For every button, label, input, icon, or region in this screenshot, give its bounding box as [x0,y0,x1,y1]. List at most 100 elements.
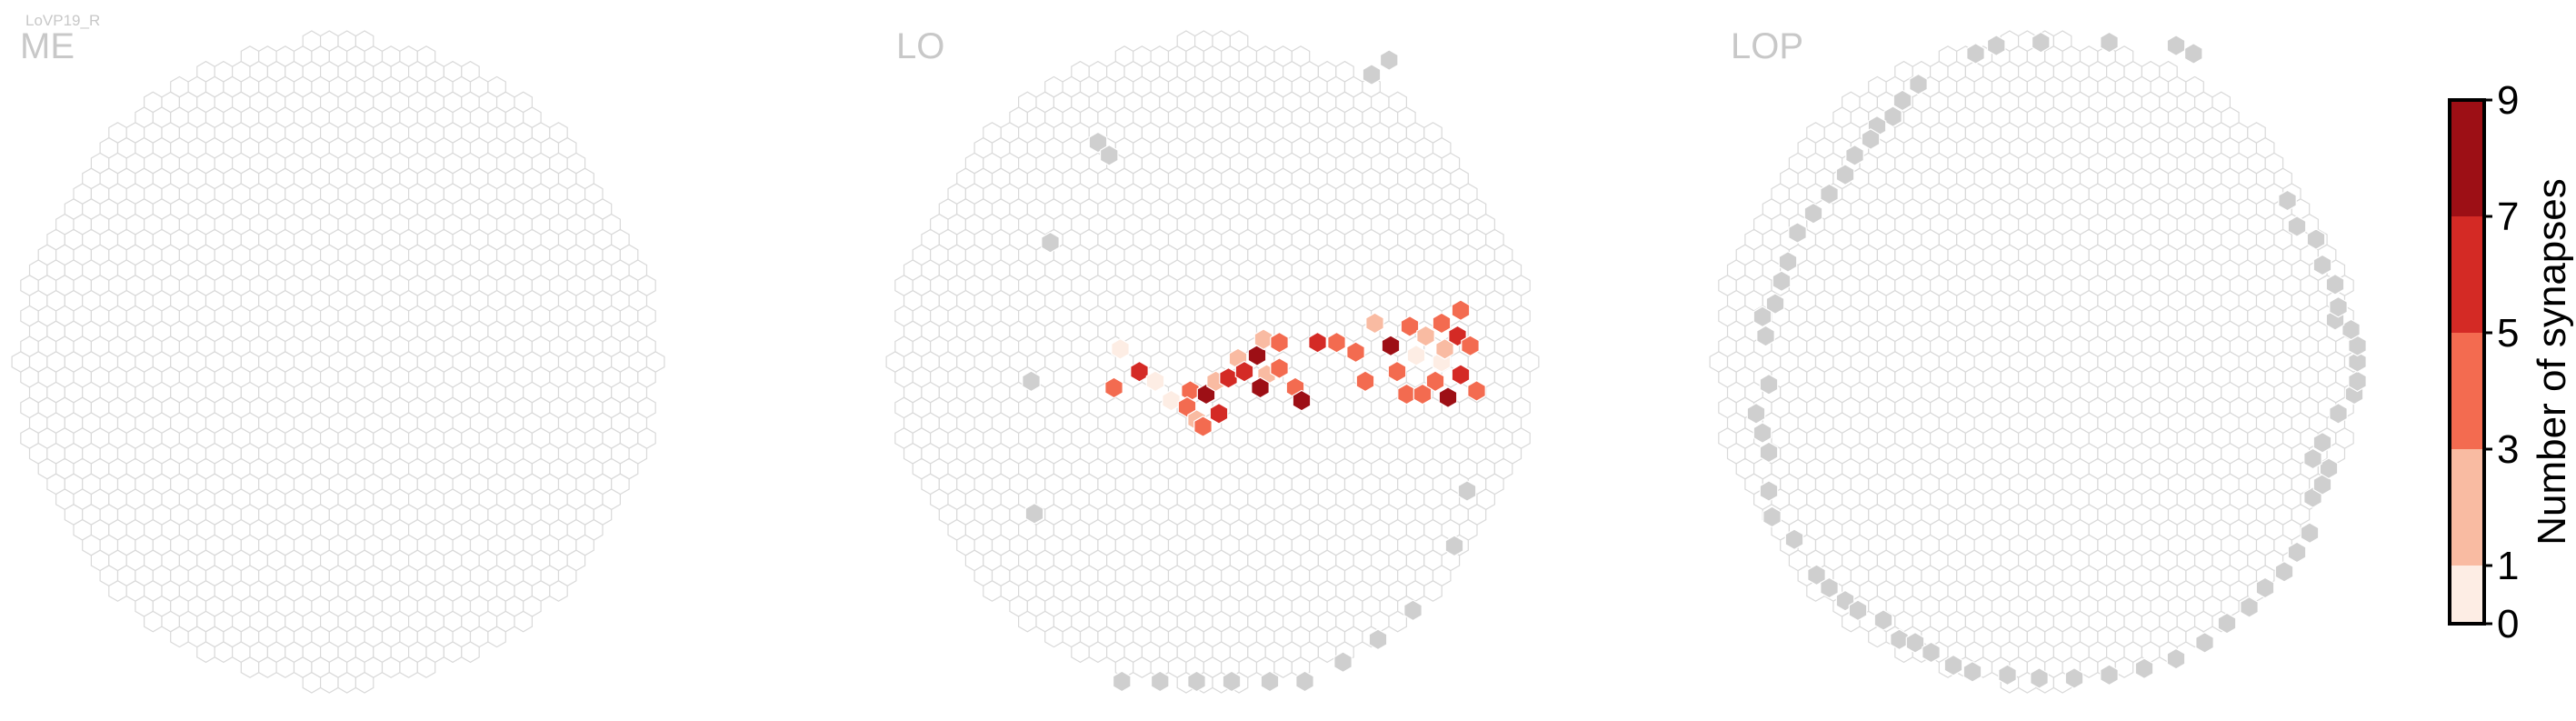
hex-grid [11,30,665,694]
hex-outline-cell [1362,64,1382,85]
hex-outline-cell [1759,373,1779,396]
colorbar-bin [2450,100,2484,216]
hex-synapse-cell [1251,376,1270,399]
hex-outline-cell [2312,254,2332,276]
hex-synapse-cell [1193,416,1213,437]
hex-cell [1133,656,1152,678]
hex-outline-cell [2100,664,2119,686]
hex-outline-cell [1892,89,1912,112]
hex-cell [1071,641,1090,664]
hex-cell [983,580,1002,602]
colorbar-tick-label: 3 [2497,427,2519,472]
hex-synapse-cell [1413,383,1433,406]
hex-outline-cell [1295,670,1314,693]
hex-outline-cell [2217,612,2237,635]
hex-cell [144,610,163,633]
hex-synapse-cell [1270,357,1289,379]
hex-cell [354,671,374,694]
hex-cell [214,641,234,664]
hex-outline-cell [2303,447,2322,470]
hex-cell [302,671,322,694]
hex-cell [1423,580,1443,602]
hex-outline-cell [1922,641,1941,664]
hex-cell [461,641,480,664]
hex-outline-cell [1998,664,2017,686]
hex-cell [514,610,533,633]
hex-outline-cell [1759,441,1779,464]
hex-synapse-cell [1400,315,1420,337]
hex-synapse-cell [1451,364,1471,386]
hex-cell [1018,610,1037,633]
panel-label-me: ME [20,26,75,66]
hex-outline-cell [1845,144,1864,166]
hex-outline-cell [1861,128,1881,150]
panel-lo: LO [885,26,1540,694]
hex-cell [320,671,339,694]
hex-synapse-cell [1104,376,1123,399]
colorbar-bin [2450,566,2484,624]
hex-outline-cell [2348,370,2367,393]
hex-synapse-cell [1292,389,1312,412]
hex-outline-cell [1022,370,1041,393]
hex-synapse-cell [1130,360,1149,383]
hex-outline-cell [1835,164,1855,185]
hex-outline-cell [1762,506,1782,528]
colorbar-tick-label: 7 [2497,195,2519,239]
hex-outline-cell [1099,144,1119,166]
hex-synapse-cell [1381,335,1401,357]
hex-cell [399,656,418,678]
hex-outline-cell [2195,631,2214,654]
hex-synapse-cell [1365,312,1384,335]
hex-outline-cell [2341,318,2361,341]
hex-outline-cell [1150,670,1170,693]
hex-outline-cell [1041,231,1060,254]
hex-outline-cell [2183,43,2203,65]
hex-synapse-cell [1397,383,1416,406]
hex-outline-cell [1909,73,1928,95]
hex-grid [885,30,1540,694]
hex-outline-cell [1379,49,1399,71]
hex-outline-cell [2319,457,2339,480]
hex-synapse-cell [1432,312,1452,335]
panel-me: ME [11,26,665,694]
hex-synapse-cell [1355,370,1375,393]
hex-outline-cell [1966,43,1985,65]
hex-synapse-cell [1416,325,1435,347]
hex-synapse-cell [1387,360,1407,383]
colorbar-ticks: 0 1 3 5 7 9 [2484,78,2519,646]
hex-outline-cell [1756,325,1775,347]
hex-outline-cell [2274,560,2294,583]
hex-outline-cell [1778,251,1798,273]
hex-outline-cell [2329,295,2348,318]
hex-outline-cell [1333,651,1353,674]
hex-synapse-cell [1467,380,1486,402]
hex-outline-cell [1772,270,1792,293]
panel-label-lo: LO [896,26,944,66]
hex-synapse-cell [1253,328,1273,351]
hex-outline-cell [2166,647,2186,670]
colorbar-title: Number of synapses [2530,178,2574,546]
hex-outline-cell [1752,422,1772,444]
hex-cell [443,641,463,664]
hex-outline-cell [1260,670,1280,693]
hex-synapse-cell [1111,337,1130,360]
hex-cell [487,626,506,648]
hex-outline-cell [1112,670,1132,693]
hex-outline-cell [1890,628,1909,651]
hex-outline-cell [2166,35,2186,56]
hex-synapse-cell [1162,389,1181,412]
hex-outline-cell [1873,609,1893,631]
hex-synapse-cell [1209,402,1229,425]
hex-cell [275,656,295,678]
colorbar: 0 1 3 5 7 9 Number of synapses [2448,78,2574,646]
hex-outline-cell [2306,228,2326,250]
hex-cell [549,580,568,602]
hex-outline-cell [1024,502,1044,525]
hex-cell [1044,626,1063,648]
colorbar-tick-label: 0 [2497,602,2519,646]
hex-outline-cell [1820,576,1839,599]
hex-cell [196,641,215,664]
panel-lop: LOP [1709,26,2367,694]
hex-outline-cell [2325,273,2345,295]
hex-outline-cell [1962,660,1982,683]
